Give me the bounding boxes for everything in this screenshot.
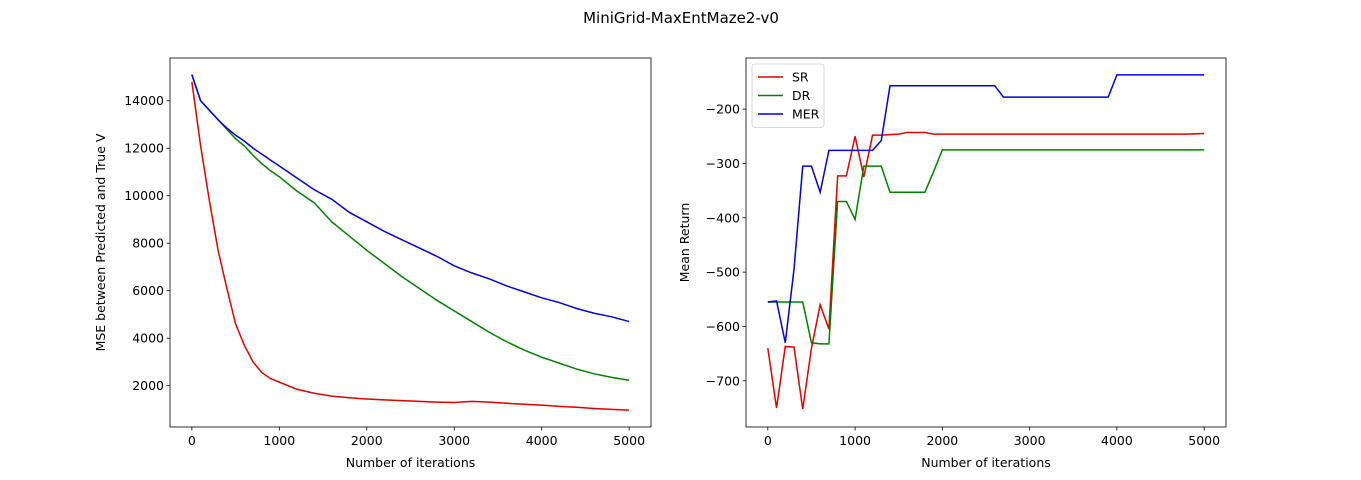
y-tick-label: −200: [706, 102, 740, 117]
y-tick-label: −400: [706, 210, 740, 225]
x-tick-label: 4000: [1101, 433, 1133, 448]
x-tick-label: 5000: [1188, 433, 1220, 448]
series-line: [767, 74, 1205, 343]
y-tick-label: −600: [706, 319, 740, 334]
legend-label: DR: [792, 88, 811, 103]
axes-frame: [745, 57, 1227, 428]
x-axis-label: Number of iterations: [346, 455, 476, 470]
series-line: [767, 131, 1205, 410]
series-line: [767, 149, 1205, 345]
y-tick-label: 4000: [132, 331, 164, 346]
y-tick-label: 6000: [132, 283, 164, 298]
x-tick-label: 3000: [438, 433, 470, 448]
y-tick-label: 14000: [124, 93, 164, 108]
x-tick-label: 4000: [526, 433, 558, 448]
y-axis-label: Mean Return: [677, 203, 692, 283]
axes-frame: [169, 57, 652, 428]
x-tick-label: 2000: [351, 433, 383, 448]
figure-title: MiniGrid-MaxEntMaze2-v0: [583, 9, 779, 27]
series-line: [191, 81, 630, 411]
y-axis-label: MSE between Predicted and True V: [93, 133, 108, 351]
x-tick-label: 0: [188, 433, 196, 448]
y-tick-label: 2000: [132, 378, 164, 393]
legend-label: MER: [792, 107, 820, 122]
series-line: [191, 74, 630, 323]
x-tick-label: 1000: [839, 433, 871, 448]
y-tick-label: 8000: [132, 236, 164, 251]
y-tick-label: −700: [706, 373, 740, 388]
y-tick-label: 12000: [124, 141, 164, 156]
x-tick-label: 2000: [926, 433, 958, 448]
series-line: [191, 74, 630, 381]
x-tick-label: 0: [764, 433, 772, 448]
x-tick-label: 5000: [613, 433, 645, 448]
legend-box: [751, 63, 825, 128]
y-tick-label: −300: [706, 156, 740, 171]
y-tick-label: 10000: [124, 188, 164, 203]
x-tick-label: 1000: [263, 433, 295, 448]
y-tick-label: −500: [706, 265, 740, 280]
legend-label: SR: [792, 70, 809, 85]
x-axis-label: Number of iterations: [921, 455, 1051, 470]
x-tick-label: 3000: [1014, 433, 1046, 448]
